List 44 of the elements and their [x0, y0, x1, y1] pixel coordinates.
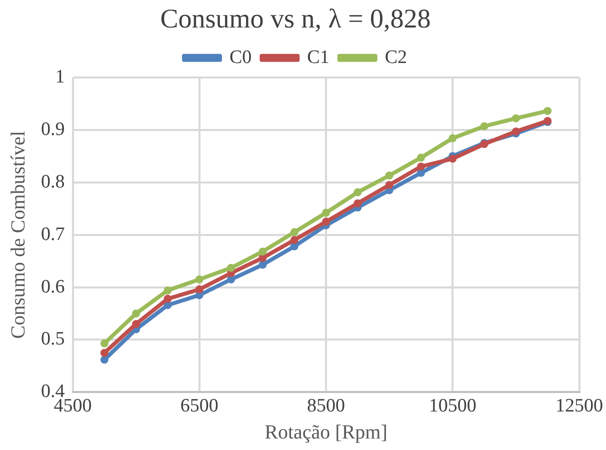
point [132, 320, 140, 328]
x-tick-label: 12500 [556, 396, 603, 417]
point [100, 348, 108, 357]
point [258, 260, 267, 269]
point [416, 162, 425, 171]
point [322, 218, 330, 226]
point [227, 264, 236, 272]
x-tick-label: 8500 [307, 396, 345, 417]
point [290, 236, 298, 244]
point [480, 122, 488, 130]
x-tick-label: 10500 [428, 396, 476, 417]
point [544, 106, 552, 115]
x-axis-title: Rotação [Rpm] [264, 421, 388, 444]
x-tick-label: 6500 [180, 396, 218, 417]
y-tick-label: 1 [55, 66, 65, 88]
point [195, 285, 204, 294]
point [385, 172, 394, 180]
point [448, 154, 457, 163]
point [290, 228, 298, 236]
point [354, 188, 362, 196]
y-tick-label: 0.7 [41, 224, 65, 245]
point [100, 356, 108, 364]
point [354, 199, 362, 208]
point [195, 275, 204, 284]
y-tick-label: 0.9 [41, 118, 65, 140]
point [416, 154, 425, 162]
y-tick-label: 0.6 [41, 276, 65, 298]
y-tick-label: 0.8 [41, 171, 65, 192]
point [512, 114, 520, 122]
legend-label: C1 [307, 46, 330, 68]
point [448, 134, 457, 142]
point [322, 208, 330, 217]
point [164, 294, 172, 303]
point [512, 127, 520, 136]
point [258, 248, 267, 256]
point [164, 286, 172, 294]
chart-title: Consumo vs n, λ = 0,828 [160, 3, 431, 34]
y-tick-label: 0.5 [41, 328, 65, 350]
point [132, 310, 140, 318]
point [385, 180, 394, 189]
y-axis-title: Consumo de Combustível [7, 130, 30, 339]
point [100, 339, 108, 348]
legend-label: C2 [384, 46, 408, 68]
legend-label: C0 [229, 46, 252, 68]
